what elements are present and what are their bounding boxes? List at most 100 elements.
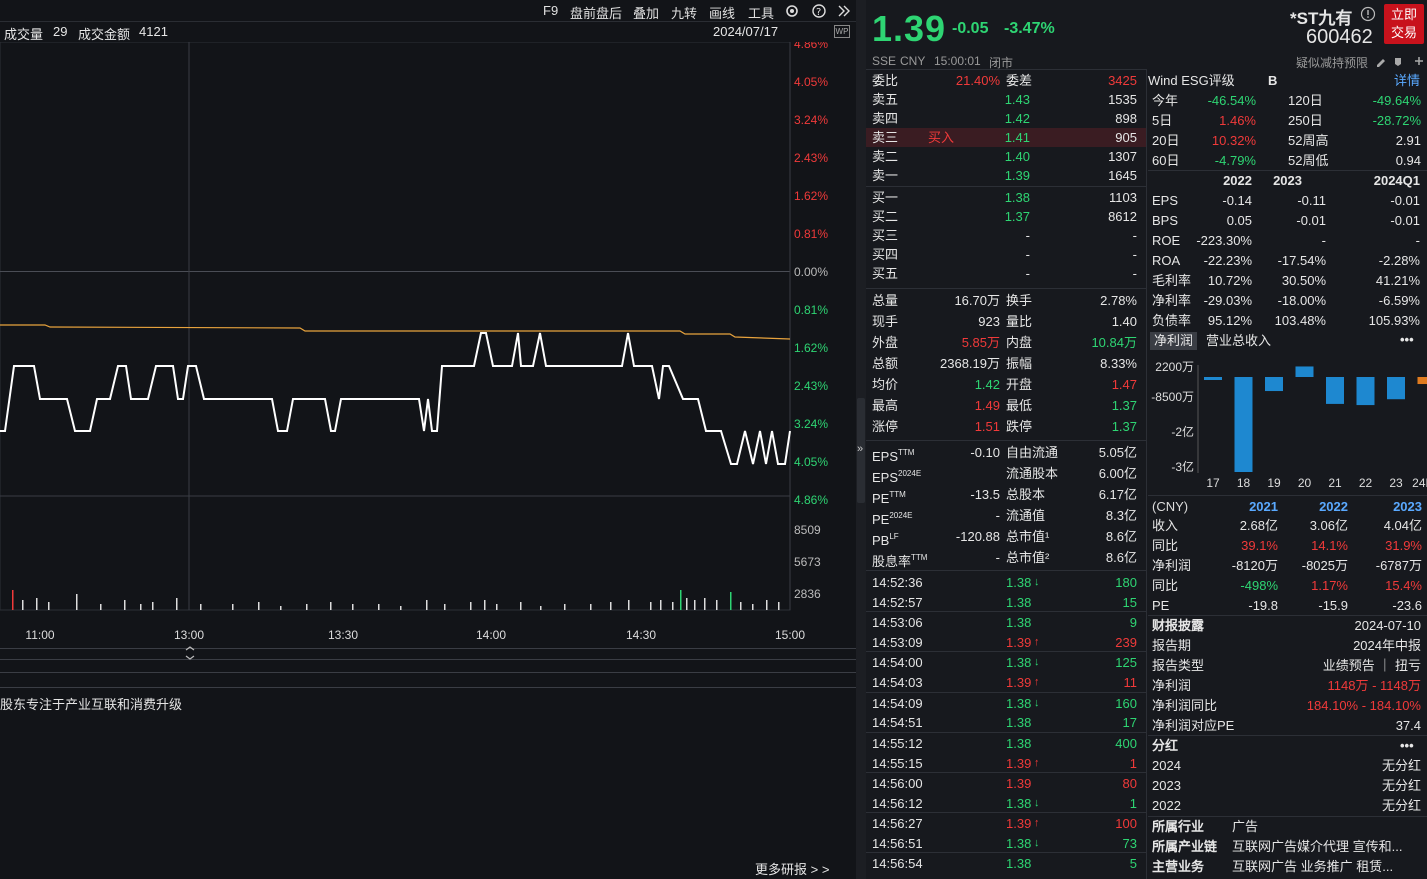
sell-volume: 898 bbox=[1115, 111, 1137, 126]
bar-x-label: 19 bbox=[1267, 476, 1281, 490]
exchange: SSE bbox=[872, 54, 897, 68]
stat-value: 16.70万 bbox=[954, 293, 1000, 308]
toolbar-overlay[interactable]: 叠加 bbox=[633, 6, 660, 21]
time-axis-label: 15:00 bbox=[775, 628, 805, 642]
gear-icon[interactable] bbox=[784, 3, 800, 19]
volume-bar bbox=[124, 600, 126, 610]
header-tool-icons[interactable] bbox=[1375, 55, 1425, 67]
expand-icon[interactable] bbox=[836, 4, 850, 18]
news-item[interactable]: 股东专注于产业互联和消费升级 bbox=[0, 697, 183, 712]
toolbar-td9[interactable]: 九转 bbox=[671, 6, 698, 21]
panel-splitter[interactable]: » bbox=[856, 0, 866, 879]
weicha-value: 3425 bbox=[1108, 73, 1137, 88]
dividend-year: 2022 bbox=[1152, 798, 1181, 813]
sell-volume: 1535 bbox=[1108, 92, 1137, 107]
dividend-value: 无分红 bbox=[1381, 778, 1421, 793]
trade-now-button[interactable]: 立即 交易 bbox=[1384, 4, 1424, 44]
fin-year: 2023 bbox=[1273, 173, 1302, 188]
price-axis-label: 1.62% bbox=[794, 189, 828, 203]
more-research-link[interactable]: 更多研报 > > bbox=[755, 862, 830, 877]
perf-value: -46.54% bbox=[1207, 93, 1256, 108]
buy-price: 1.38 bbox=[1004, 190, 1030, 205]
toolbar-premarket[interactable]: 盘前盘后 bbox=[570, 6, 623, 21]
weibi-label: 委比 bbox=[872, 73, 899, 88]
toolbar-f9[interactable]: F9 bbox=[543, 3, 559, 18]
stat-value: 1.49 bbox=[974, 398, 1000, 413]
fund-value-2: 8.6亿 bbox=[1105, 529, 1137, 544]
tick-price: 1.39 bbox=[1006, 675, 1032, 691]
more-icon[interactable]: ••• bbox=[1400, 332, 1414, 347]
volume-value: 29 bbox=[53, 24, 68, 39]
volume-bar bbox=[232, 604, 234, 610]
tick-price: 1.38 bbox=[1006, 856, 1032, 872]
tick-price: 1.38 bbox=[1006, 795, 1032, 811]
price-axis-label: 2.43% bbox=[794, 379, 828, 393]
perf-label-2: 250日 bbox=[1288, 113, 1323, 128]
fin-value-2022: 10.72% bbox=[1207, 273, 1252, 288]
volume-bar bbox=[48, 602, 50, 610]
tick-price: 1.38 bbox=[1006, 695, 1032, 711]
tick-time: 14:52:57 bbox=[872, 594, 923, 610]
split-handle-icon[interactable] bbox=[184, 645, 196, 661]
tick-time: 14:55:15 bbox=[872, 755, 923, 771]
buy-volume: 1103 bbox=[1109, 190, 1137, 205]
tab-net-profit[interactable]: 净利润 bbox=[1150, 332, 1198, 350]
sell-highlight[interactable] bbox=[866, 128, 1146, 147]
volume-label: 成交量 bbox=[4, 27, 44, 42]
income-label: 同比 bbox=[1152, 538, 1179, 553]
chart-panel: F9 盘前盘后 叠加 九转 画线 工具 ? 成交量 29 成交金额 4121 2… bbox=[0, 3, 856, 877]
sell-price: 1.42 bbox=[1004, 111, 1030, 126]
fund-value-2: 8.3亿 bbox=[1105, 508, 1137, 523]
help-icon[interactable]: ? bbox=[811, 3, 827, 19]
industry-label: 所属行业 bbox=[1152, 819, 1205, 834]
stat-value: 1.51 bbox=[974, 419, 1000, 434]
info-icon[interactable] bbox=[1360, 6, 1376, 22]
volume-bar bbox=[680, 590, 682, 610]
bar-axis-label: -3亿 bbox=[1171, 459, 1194, 474]
toolbar-tools[interactable]: 工具 bbox=[748, 6, 775, 21]
dividend-value: 无分红 bbox=[1381, 798, 1421, 813]
perf-value: 1.46% bbox=[1219, 113, 1256, 128]
stat-value: 2.78% bbox=[1100, 293, 1137, 308]
tick-time: 14:56:54 bbox=[872, 856, 923, 872]
income-head: 2022 bbox=[1319, 499, 1348, 514]
sell-level-label: 卖五 bbox=[872, 92, 899, 107]
price-axis-label: 4.05% bbox=[794, 75, 828, 89]
esg-label: Wind ESG评级 bbox=[1148, 73, 1235, 88]
volume-bar bbox=[76, 594, 78, 610]
tick-volume: 239 bbox=[1115, 634, 1137, 650]
arrow-down-icon: ↓ bbox=[1034, 576, 1040, 588]
stat-label: 总额 bbox=[872, 356, 899, 371]
tick-price: 1.38 bbox=[1006, 655, 1032, 671]
collapse-icon[interactable]: » bbox=[857, 443, 864, 455]
tick-time: 14:56:51 bbox=[872, 835, 923, 851]
tick-time: 14:54:51 bbox=[872, 715, 923, 731]
price-change: -0.05 bbox=[952, 20, 989, 37]
fund-label-sup: LF bbox=[889, 532, 899, 541]
fin-value-2024q1: 41.21% bbox=[1375, 273, 1420, 288]
perf-value-2: -28.72% bbox=[1372, 113, 1421, 128]
tick-time: 14:56:27 bbox=[872, 816, 923, 832]
tick-price: 1.38 bbox=[1006, 575, 1032, 590]
fund-value bbox=[932, 464, 1000, 483]
buy-volume: - bbox=[1132, 228, 1137, 243]
fund-value: -120.88 bbox=[955, 529, 1000, 544]
tab-revenue[interactable]: 营业总收入 bbox=[1206, 333, 1272, 348]
price-axis-label: 2.43% bbox=[794, 151, 828, 165]
wp-icon[interactable]: WP bbox=[834, 25, 850, 38]
tick-volume: 9 bbox=[1129, 615, 1137, 631]
toolbar-draw[interactable]: 画线 bbox=[709, 6, 736, 21]
tick-price: 1.39 bbox=[1006, 816, 1032, 832]
buy-tag[interactable]: 买入 bbox=[928, 130, 955, 145]
income-head: 2023 bbox=[1393, 499, 1422, 514]
market-status: 闭市 bbox=[989, 56, 1014, 70]
fin-value-2022: -29.03% bbox=[1203, 293, 1252, 308]
income-head: 2021 bbox=[1249, 499, 1278, 514]
dividend-more-icon[interactable]: ••• bbox=[1400, 738, 1414, 753]
perf-value: 10.32% bbox=[1211, 133, 1256, 148]
arrow-up-icon: ↑ bbox=[1034, 817, 1040, 830]
fin-value-2022: -223.30% bbox=[1196, 233, 1252, 248]
esg-detail-link[interactable]: 详情 bbox=[1394, 73, 1421, 88]
income-label: 收入 bbox=[1152, 518, 1179, 533]
fund-value: - bbox=[995, 508, 1000, 523]
